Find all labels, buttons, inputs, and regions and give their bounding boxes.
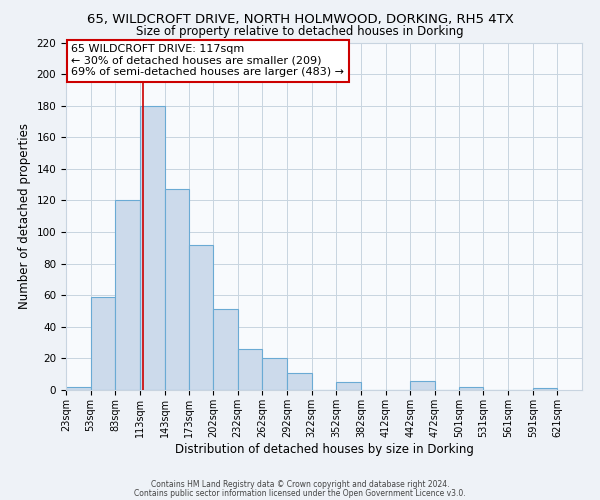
Bar [410,380,435,390]
Bar [238,349,262,390]
Bar [140,106,164,390]
Text: 65, WILDCROFT DRIVE, NORTH HOLMWOOD, DORKING, RH5 4TX: 65, WILDCROFT DRIVE, NORTH HOLMWOOD, DOR… [86,12,514,26]
Bar [262,358,287,390]
Bar [66,387,91,390]
Bar [459,387,484,390]
Bar [189,244,213,390]
Bar [115,200,140,390]
Text: Contains public sector information licensed under the Open Government Licence v3: Contains public sector information licen… [134,488,466,498]
X-axis label: Distribution of detached houses by size in Dorking: Distribution of detached houses by size … [175,442,473,456]
Text: 65 WILDCROFT DRIVE: 117sqm
← 30% of detached houses are smaller (209)
69% of sem: 65 WILDCROFT DRIVE: 117sqm ← 30% of deta… [71,44,344,78]
Text: Contains HM Land Registry data © Crown copyright and database right 2024.: Contains HM Land Registry data © Crown c… [151,480,449,489]
Bar [164,190,189,390]
Text: Size of property relative to detached houses in Dorking: Size of property relative to detached ho… [136,25,464,38]
Y-axis label: Number of detached properties: Number of detached properties [18,123,31,309]
Bar [91,297,115,390]
Bar [213,310,238,390]
Bar [533,388,557,390]
Bar [287,372,311,390]
Bar [337,382,361,390]
